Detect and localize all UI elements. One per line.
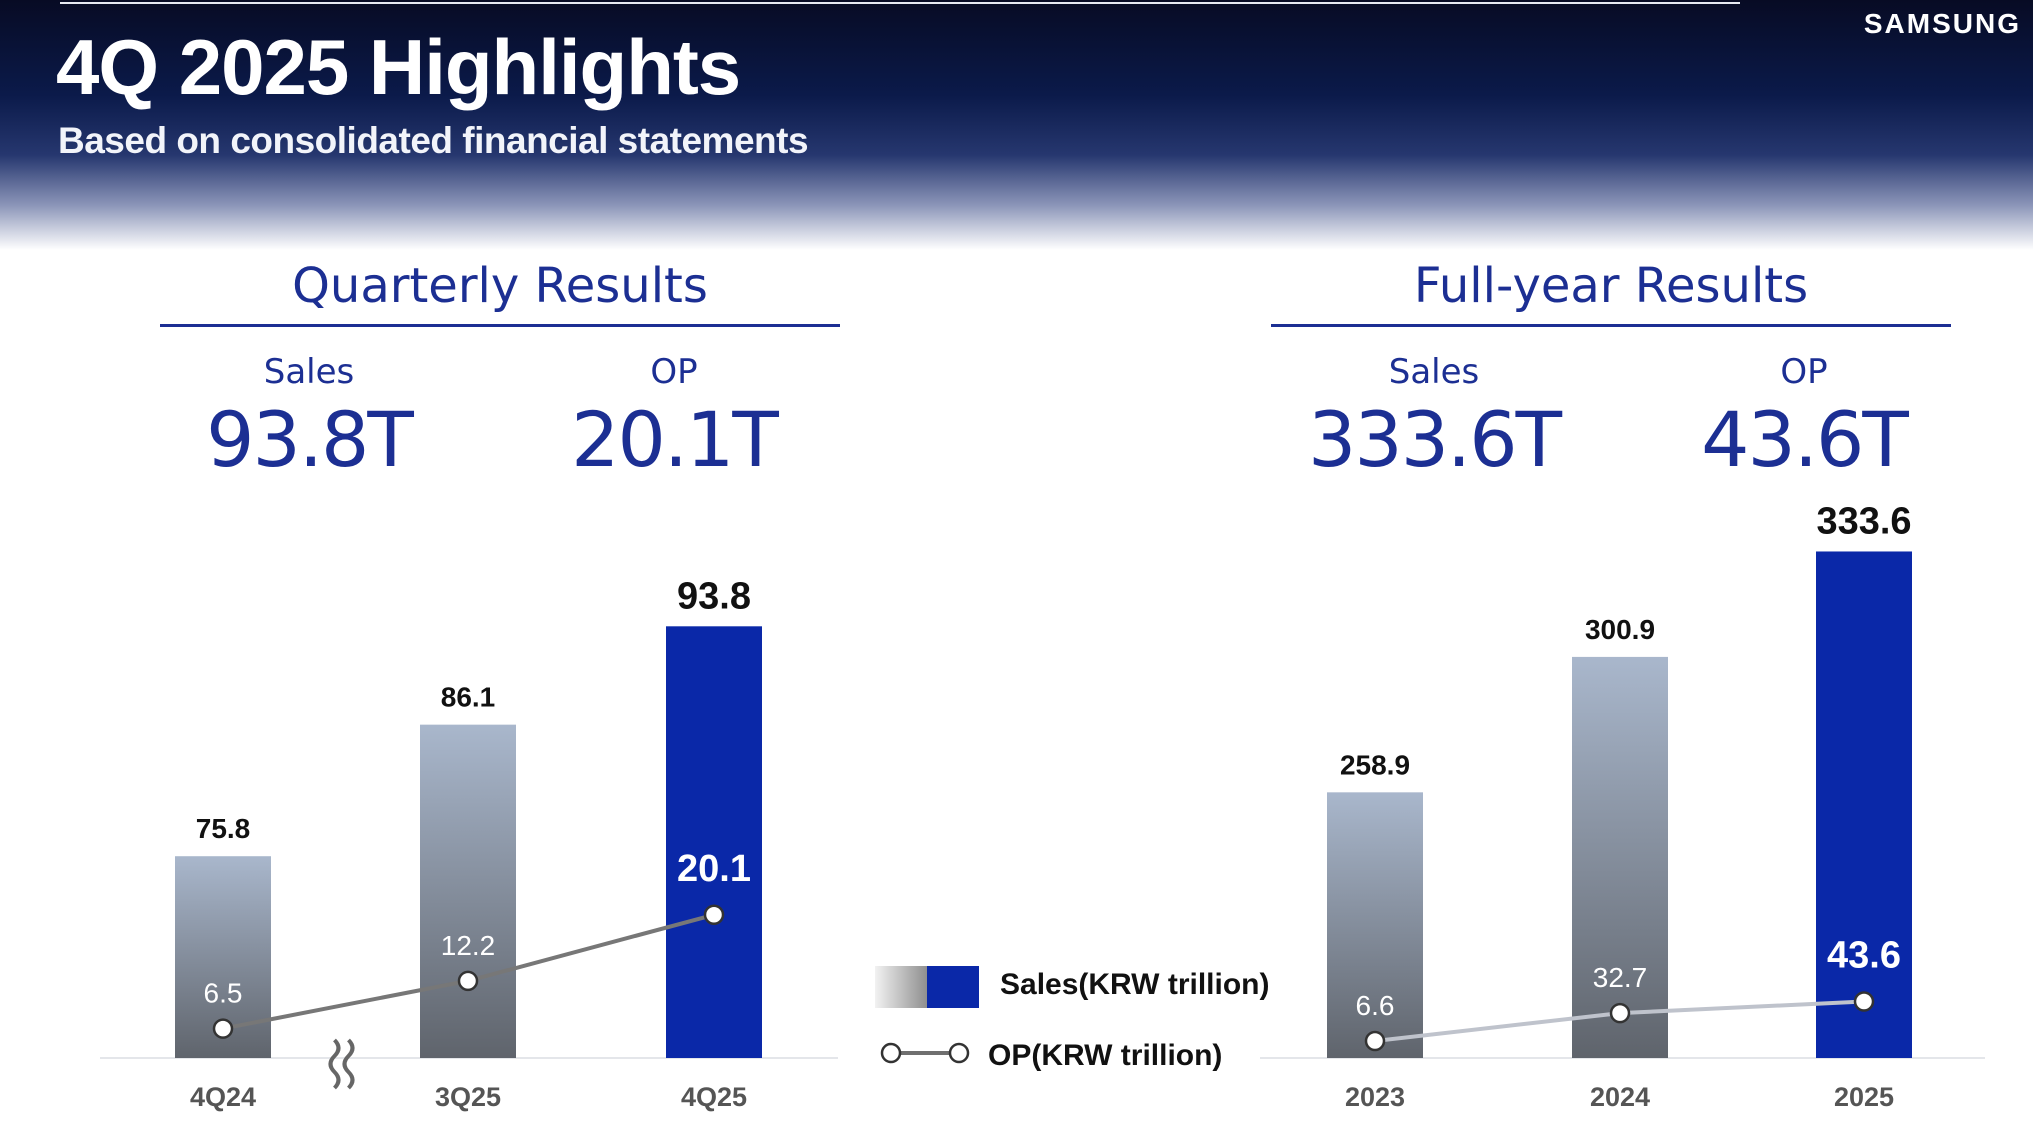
fullyear-op-point xyxy=(1853,991,1875,1012)
fullyear-sales-label: Sales xyxy=(1388,352,1480,392)
brand-logo: SAMSUNG xyxy=(1863,8,2021,39)
fullyear-op-label: 32.7 xyxy=(1593,962,1648,993)
fullyear-heading: Full-year Results xyxy=(1413,258,1809,314)
quarterly-sales-label: 86.1 xyxy=(441,682,496,713)
quarterly-op-label: 20.1 xyxy=(677,848,751,890)
fullyear-op-value: 43.6T xyxy=(1701,395,1909,484)
quarterly-op-point xyxy=(457,970,479,992)
quarterly-op-point xyxy=(703,904,725,926)
quarterly-sales-label: 93.8 xyxy=(677,575,751,617)
quarterly-category-label: 4Q25 xyxy=(681,1082,747,1112)
quarterly-op-label: 12.2 xyxy=(441,930,496,961)
quarterly-divider xyxy=(160,324,840,327)
fullyear-sales-label: 300.9 xyxy=(1585,614,1655,645)
quarterly-sales-label: Sales xyxy=(263,352,355,392)
fullyear-sales-bar xyxy=(1327,792,1423,1058)
fullyear-divider xyxy=(1271,324,1951,327)
quarterly-op-label: 6.5 xyxy=(204,978,243,1009)
fullyear-sales-bar xyxy=(1572,656,1668,1058)
fullyear-sales-label: 333.6 xyxy=(1816,500,1911,542)
fullyear-op-point xyxy=(1364,1030,1386,1052)
quarterly-op-line-segment xyxy=(467,912,715,983)
fullyear-op-point xyxy=(1609,1002,1631,1024)
fullyear-category-label: 2023 xyxy=(1345,1082,1405,1112)
legend-op-swatch xyxy=(880,1042,970,1064)
quarterly-category-label: 4Q24 xyxy=(190,1082,256,1112)
fullyear-sales-value: 333.6T xyxy=(1308,395,1562,484)
quarterly-axis-break-icon xyxy=(342,1038,355,1090)
fullyear-sales-label: 258.9 xyxy=(1340,749,1410,780)
quarterly-sales-value: 93.8T xyxy=(206,395,414,484)
fullyear-sales-bar xyxy=(1816,551,1912,1058)
page-title: 4Q 2025 Highlights xyxy=(56,23,741,111)
legend-op-label: OP(KRW trillion) xyxy=(988,1039,1223,1072)
quarterly-op-point xyxy=(212,1018,234,1039)
quarterly-sales-label: 75.8 xyxy=(196,813,251,844)
fullyear-op-line-segment xyxy=(1374,1011,1621,1043)
fullyear-category-label: 2025 xyxy=(1834,1082,1894,1112)
fullyear-op-line-segment xyxy=(1619,999,1865,1016)
quarterly-op-value: 20.1T xyxy=(571,395,779,484)
legend-sales-swatch xyxy=(875,966,979,1008)
quarterly-axis-break-icon xyxy=(328,1038,341,1090)
fullyear-op-label: 43.6 xyxy=(1827,934,1901,976)
quarterly-heading: Quarterly Results xyxy=(292,258,708,314)
quarterly-category-label: 3Q25 xyxy=(435,1082,501,1112)
quarterly-sales-bar xyxy=(666,626,762,1058)
fullyear-category-label: 2024 xyxy=(1590,1082,1650,1112)
page-subtitle: Based on consolidated financial statemen… xyxy=(58,120,809,161)
quarterly-sales-bar xyxy=(420,724,516,1058)
quarterly-op-line-segment xyxy=(222,978,469,1031)
header-divider xyxy=(60,2,1740,4)
quarterly-op-label: OP xyxy=(650,352,698,392)
legend-sales-label: Sales(KRW trillion) xyxy=(1000,968,1270,1001)
fullyear-op-label: 6.6 xyxy=(1356,990,1395,1021)
header-banner: 4Q 2025 Highlights Based on consolidated… xyxy=(0,0,2033,250)
fullyear-op-label: OP xyxy=(1780,352,1828,392)
